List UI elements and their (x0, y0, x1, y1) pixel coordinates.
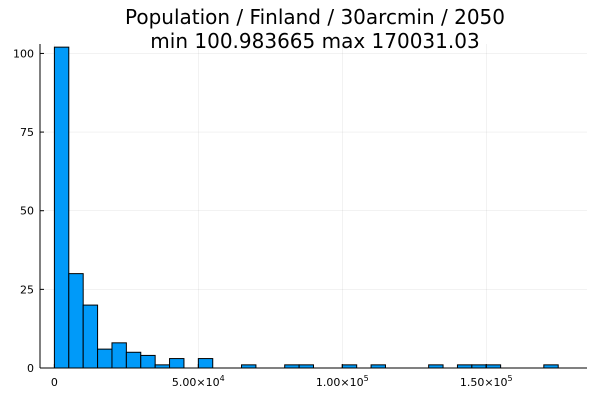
x-tick-label: 1.50×105 (460, 374, 513, 389)
histogram-bar (97, 348, 113, 369)
axes-layer (39, 44, 587, 369)
x-tick-exponent: 4 (220, 374, 225, 383)
x-tick-exponent: 5 (508, 374, 513, 383)
histogram-bar (82, 304, 99, 369)
y-tick-label: 25 (20, 283, 34, 296)
x-tick-mantissa: 1.50×10 (460, 376, 508, 389)
y-tick-label: 0 (27, 362, 34, 375)
x-tick-label: 5.00×104 (172, 374, 225, 389)
x-tick-label: 1.00×105 (316, 374, 369, 389)
histogram-bar (140, 354, 156, 369)
x-tick-exponent: 5 (364, 374, 369, 383)
bars-layer (53, 46, 559, 369)
histogram-bar (111, 342, 127, 369)
chart-title-line1: Population / Finland / 30arcmin / 2050 (125, 5, 505, 29)
histogram-bar (197, 358, 214, 369)
histogram-bar (53, 46, 70, 369)
histogram-bar (169, 358, 185, 369)
x-tick-mantissa: 0 (51, 376, 58, 389)
histogram-bar (125, 351, 142, 369)
x-tick-mantissa: 5.00×10 (172, 376, 220, 389)
chart-title-line2: min 100.983665 max 170031.03 (150, 29, 479, 53)
y-tick-label: 50 (20, 205, 34, 218)
x-tick-label: 0 (51, 376, 58, 389)
y-tick-label: 75 (20, 126, 34, 139)
histogram-bar (68, 273, 84, 369)
grid-layer (40, 44, 587, 369)
x-tick-mantissa: 1.00×10 (316, 376, 364, 389)
y-tick-label: 100 (13, 47, 34, 60)
